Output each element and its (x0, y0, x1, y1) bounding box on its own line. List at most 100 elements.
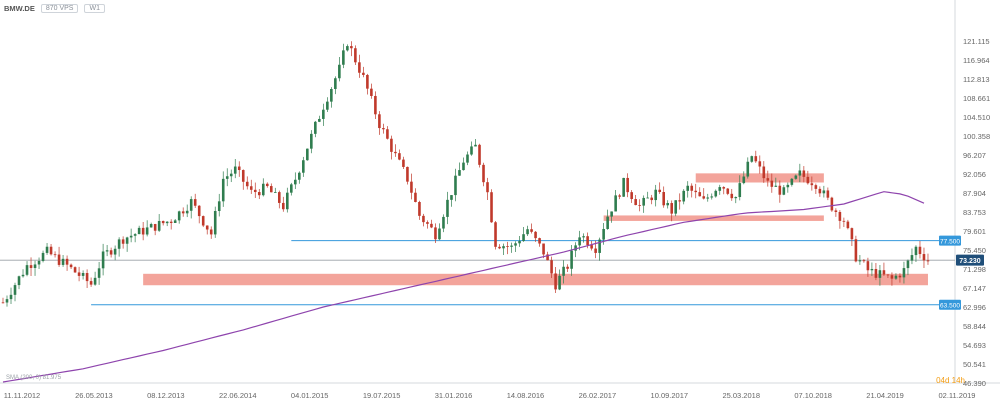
chip-timeframe[interactable]: W1 (84, 4, 105, 13)
candle-body (177, 211, 181, 221)
candle-body (25, 265, 29, 275)
x-tick-label: 04.01.2015 (291, 391, 329, 400)
candle-body (370, 88, 373, 96)
candle-body (602, 228, 605, 240)
sma-line (2, 191, 925, 383)
candle-body (41, 252, 45, 261)
support-label: 77.500 (940, 239, 960, 246)
candle-body (606, 216, 609, 229)
candle-body (818, 188, 822, 194)
candle-body (306, 148, 309, 161)
candle-body (121, 239, 125, 244)
candle-body (566, 266, 569, 269)
candle-body (674, 200, 678, 214)
candle-body (418, 201, 421, 216)
y-tick-label: 71.298 (963, 265, 986, 274)
candle-body (354, 48, 357, 63)
candle-body (610, 211, 613, 217)
x-tick-label: 26.02.2017 (579, 391, 617, 400)
candle-body (85, 272, 89, 282)
candle-body (794, 175, 798, 179)
candle-body (526, 229, 529, 235)
candle-body (81, 272, 85, 276)
candle-body (233, 166, 237, 174)
x-tick-label: 22.06.2014 (219, 391, 257, 400)
y-tick-label: 50.541 (963, 360, 986, 369)
candle-body (702, 196, 706, 199)
candle-body (37, 260, 41, 265)
candle-body (241, 170, 245, 182)
candle-body (69, 264, 73, 268)
candle-body (898, 275, 902, 278)
candle-body (390, 138, 393, 152)
candle-body (438, 228, 441, 240)
candle-body (57, 254, 61, 265)
candle-body (714, 190, 718, 197)
candle-body (117, 239, 121, 249)
candle-body (670, 203, 674, 214)
candle-body (906, 260, 910, 269)
candle-body (386, 129, 389, 139)
candle-body (1, 302, 5, 304)
candle-body (65, 258, 69, 265)
candle-body (189, 199, 193, 211)
candle-body (798, 170, 802, 176)
y-tick-label: 87.904 (963, 189, 986, 198)
candle-body (181, 211, 185, 214)
x-tick-label: 26.05.2013 (75, 391, 113, 400)
chip-volume[interactable]: 870 VPS (40, 4, 79, 13)
candle-body (426, 222, 429, 224)
candle-body (93, 277, 97, 285)
x-tick-label: 21.04.2019 (866, 391, 904, 400)
symbol-label[interactable]: BMW.DE (4, 4, 35, 13)
candle-body (482, 164, 485, 183)
toolbar: BMW.DE 870 VPS W1 (4, 4, 105, 13)
candle-body (598, 239, 601, 253)
candle-body (290, 184, 293, 193)
support-label: 63.500 (940, 303, 960, 310)
candle-body (490, 192, 493, 223)
candle-body (229, 173, 233, 177)
candle-body (5, 299, 9, 303)
candle-body (342, 50, 345, 65)
support-label-bg (939, 299, 961, 310)
x-tick-label: 08.12.2013 (147, 391, 185, 400)
candle-body (149, 224, 153, 228)
candle-body (326, 101, 329, 110)
candle-body (125, 237, 129, 244)
y-tick-label: 108.661 (963, 94, 990, 103)
candle-body (534, 231, 537, 239)
candle-body (758, 161, 762, 167)
candle-body (378, 114, 381, 129)
candle-body (161, 220, 165, 224)
candle-body (774, 185, 778, 187)
candle-body (33, 264, 37, 268)
candle-body (414, 192, 417, 202)
x-tick-label: 11.11.2012 (4, 391, 40, 400)
candle-body (874, 269, 878, 278)
candle-body (882, 270, 886, 275)
candle-body (910, 255, 914, 261)
candle-body (634, 199, 637, 206)
candle-body (918, 246, 922, 255)
candle-body (442, 216, 445, 229)
candle-body (109, 250, 113, 255)
candle-body (746, 161, 750, 177)
y-tick-label: 58.844 (963, 322, 986, 331)
candle-body (594, 248, 597, 253)
candle-body (626, 177, 629, 193)
candle-body (201, 216, 205, 226)
candle-body (590, 245, 593, 249)
candle-body (257, 192, 261, 196)
candle-body (269, 186, 273, 193)
candle-body (666, 203, 670, 206)
candle-body (129, 235, 133, 238)
candle-body (141, 227, 145, 235)
candle-body (802, 170, 806, 177)
candle-body (838, 211, 842, 221)
x-tick-label: 25.03.2018 (722, 391, 760, 400)
candle-body (662, 192, 665, 206)
y-tick-label: 79.601 (963, 227, 986, 236)
candle-body (322, 109, 325, 119)
